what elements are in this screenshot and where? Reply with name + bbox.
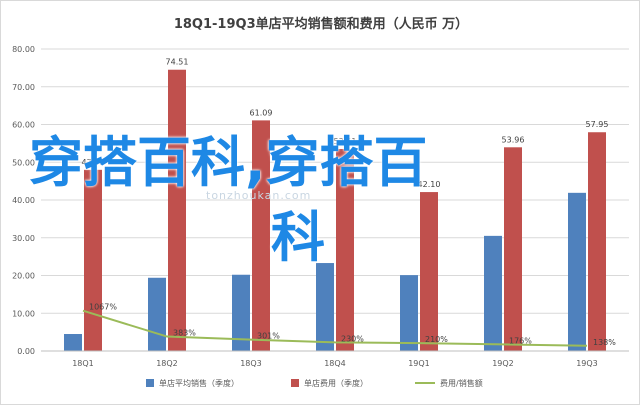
legend-label: 费用/销售额 [440,378,483,388]
x-tick-label: 19Q2 [492,359,514,368]
ratio-line-path [82,309,588,347]
legend-swatch [146,379,154,387]
y-tick-label: 20.00 [12,272,35,281]
bar-cost-label: 57.95 [586,120,609,129]
y-tick-label: 0.00 [17,347,35,356]
bar-sales [316,263,334,351]
x-axis: 18Q1 18Q2 18Q3 18Q4 19Q1 19Q2 19Q3 [41,350,629,368]
bar-cost [168,69,186,352]
ratio-label: 138% [593,338,616,347]
ratio-label: 1067% [89,303,117,312]
chart-title: 18Q1-19Q3单店平均销售额和费用（人民币 万） [174,16,468,32]
bar-cost-label: 74.51 [166,58,189,67]
bar-cost [252,120,270,351]
x-tick-label: 18Q3 [240,359,262,368]
ratio-label: 176% [509,336,532,345]
ratio-label: 383% [173,329,196,338]
bar-sales [400,275,418,351]
bar-cost [504,147,522,351]
x-tick-label: 19Q3 [576,359,598,368]
bar-sales [232,274,250,351]
x-tick-label: 18Q4 [324,359,346,368]
ratio-label: 210% [425,335,448,344]
bar-cost-label: 53.51 [334,137,357,146]
bar-sales [148,277,166,351]
y-axis: 0.00 10.00 20.00 30.00 40.00 50.00 60.00 70.00 8… [12,45,35,356]
ratio-line [82,309,588,347]
ratio-label: 230% [341,334,364,343]
bar-sales [64,334,82,351]
y-tick-label: 10.00 [12,309,35,318]
legend-swatch [291,379,299,387]
y-tick-label: 30.00 [12,234,35,243]
x-tick-label: 19Q1 [408,359,430,368]
x-tick-label: 18Q2 [156,359,178,368]
legend-label: 单店费用（季度） [304,378,368,388]
gridlines [41,48,629,352]
y-tick-label: 50.00 [12,158,35,167]
legend-item: 单店费用（季度） [291,378,368,388]
y-tick-label: 40.00 [12,196,35,205]
legend: 单店平均销售（季度） 单店费用（季度） 费用/销售额 [146,378,483,388]
bar-sales [568,192,586,351]
legend-label: 单店平均销售（季度） [159,378,239,388]
y-tick-label: 70.00 [12,83,35,92]
bar-cost [588,132,606,351]
bar-cost-label: 53.96 [502,135,525,144]
bar-cost [420,192,438,351]
bar-cost [84,169,102,351]
bar-cost [336,148,354,351]
y-tick-label: 80.00 [12,45,35,54]
bar-sales [484,235,502,351]
data-labels: 47.99 74.51 61.09 53.51 42.10 53.96 57.95 1067%… [82,58,617,347]
overlay-text-line2: 科 [271,206,325,269]
bar-cost-label: 42.10 [418,180,441,189]
x-tick-label: 18Q1 [72,359,94,368]
overlay-text-line1: 穿搭百科,穿搭百 [29,131,428,194]
legend-item: 费用/销售额 [415,378,483,388]
y-tick-label: 60.00 [12,121,35,130]
bar-cost-label: 47.99 [82,158,105,167]
bar-cost-label: 61.09 [250,108,273,117]
legend-item: 单店平均销售（季度） [146,378,239,388]
ratio-label: 301% [257,332,280,341]
watermark-text: tonzhoukan.com [206,189,312,202]
bars [64,69,606,352]
